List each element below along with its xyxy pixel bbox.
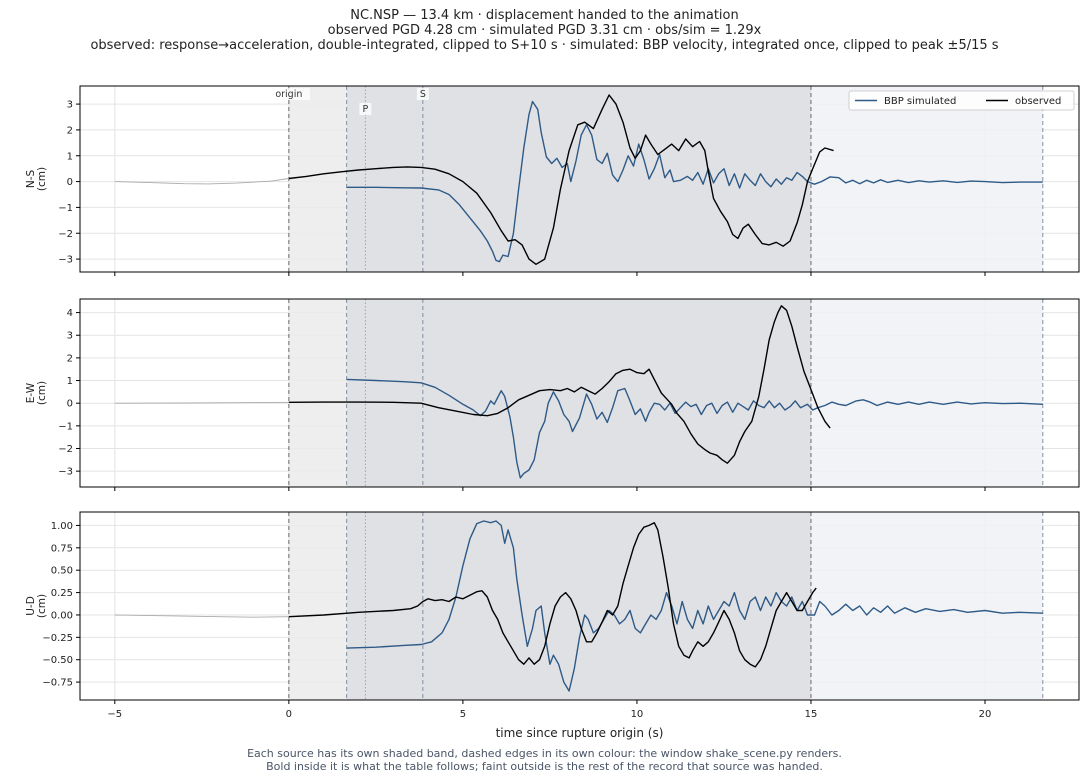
y-tick-label: −1 bbox=[58, 203, 73, 214]
window-overlap-band bbox=[346, 299, 811, 487]
y-tick-label: 2 bbox=[67, 353, 73, 364]
y-axis-label: (cm) bbox=[36, 381, 48, 405]
panel-frame bbox=[79, 511, 1080, 701]
footnote-line-1: Each source has its own shaded band, das… bbox=[247, 747, 842, 760]
y-tick-label: −2 bbox=[58, 229, 73, 240]
y-tick-label: −0.75 bbox=[42, 678, 73, 689]
y-tick-label: 3 bbox=[67, 100, 73, 111]
y-tick-label: −3 bbox=[58, 255, 73, 266]
y-tick-label: −1 bbox=[58, 421, 73, 432]
y-tick-label: 0.00 bbox=[51, 610, 73, 621]
x-tick-label: −5 bbox=[107, 709, 122, 720]
y-axis-label: E-W bbox=[25, 382, 37, 403]
footnote-line-2: Bold inside it is what the table follows… bbox=[266, 759, 823, 773]
legend: BBP simulated observed bbox=[848, 90, 1075, 111]
y-tick-label: 0 bbox=[67, 399, 73, 410]
y-tick-label: 4 bbox=[67, 308, 73, 319]
y-tick-label: 0 bbox=[67, 177, 73, 188]
y-tick-label: −0.50 bbox=[42, 655, 73, 666]
y-tick-label: 2 bbox=[67, 125, 73, 136]
panel-2: −3 −2 −1 0 1 2 3 4 E-W (cm) bbox=[25, 298, 1080, 491]
observed-line bbox=[288, 94, 834, 265]
observed-faint-line bbox=[114, 178, 289, 185]
observed-faint-line bbox=[114, 614, 289, 618]
x-tick-label: 20 bbox=[979, 709, 992, 720]
chart-title-line-2: observed PGD 4.28 cm · simulated PGD 3.3… bbox=[327, 23, 762, 38]
simulated-line bbox=[346, 378, 1043, 479]
legend-observed-label: observed bbox=[1015, 96, 1061, 107]
y-tick-label: 3 bbox=[67, 331, 73, 342]
panel-1: −3 −2 −1 0 1 2 3 N-S (cm) bbox=[25, 85, 1080, 276]
panel-series bbox=[114, 520, 1043, 692]
y-axis-label: (cm) bbox=[36, 167, 48, 191]
observed-faint-line bbox=[114, 401, 289, 404]
observed-line bbox=[288, 522, 817, 668]
window-overlap-band bbox=[346, 86, 811, 272]
panel-frame bbox=[79, 298, 1080, 488]
y-tick-label: 0.50 bbox=[51, 566, 73, 577]
x-tick-label: 10 bbox=[631, 709, 644, 720]
marker-label-origin: origin bbox=[275, 89, 302, 100]
panel-3: −0.75 −0.50 −0.25 0.00 0.25 0.50 0.75 1.00 U-D (c… bbox=[25, 511, 1080, 704]
marker-label-bg bbox=[267, 88, 310, 100]
marker-label-bg bbox=[416, 88, 429, 100]
chart-title-block: NC.NSP — 13.4 km · displacement handed t… bbox=[0, 8, 1089, 53]
marker-label-bg bbox=[359, 103, 372, 115]
panel-frame bbox=[79, 85, 1080, 273]
panel-series bbox=[114, 305, 1043, 479]
x-tick-label: 15 bbox=[805, 709, 818, 720]
y-axis-label: (cm) bbox=[36, 594, 48, 618]
chart-footnote: Each source has its own shaded band, das… bbox=[0, 747, 1089, 773]
simulated-line bbox=[346, 100, 1043, 263]
y-tick-label: 1.00 bbox=[51, 521, 73, 532]
legend-box bbox=[848, 90, 1075, 111]
chart-title-line-1: NC.NSP — 13.4 km · displacement handed t… bbox=[350, 8, 739, 23]
window-overlap-band bbox=[346, 512, 811, 700]
y-tick-label: 1 bbox=[67, 151, 73, 162]
y-tick-label: 0.75 bbox=[51, 543, 73, 554]
y-tick-label: −2 bbox=[58, 444, 73, 455]
chart-title-line-3: observed: response→acceleration, double-… bbox=[90, 38, 999, 53]
y-tick-label: −0.25 bbox=[42, 633, 73, 644]
y-axis-label: N-S bbox=[25, 170, 37, 189]
legend-simulated-label: BBP simulated bbox=[884, 96, 956, 107]
marker-label-P: P bbox=[363, 104, 369, 115]
panel-series bbox=[114, 94, 1043, 265]
x-tick-label: 5 bbox=[460, 709, 466, 720]
simulated-line bbox=[346, 520, 1043, 692]
y-tick-label: 0.25 bbox=[51, 588, 73, 599]
x-tick-label: 0 bbox=[286, 709, 292, 720]
y-tick-label: −3 bbox=[58, 467, 73, 478]
y-axis-label: U-D bbox=[25, 596, 37, 616]
y-tick-label: 1 bbox=[67, 376, 73, 387]
marker-label-S: S bbox=[420, 89, 426, 100]
x-axis-label: time since rupture origin (s) bbox=[496, 726, 664, 740]
observed-line bbox=[288, 305, 831, 464]
